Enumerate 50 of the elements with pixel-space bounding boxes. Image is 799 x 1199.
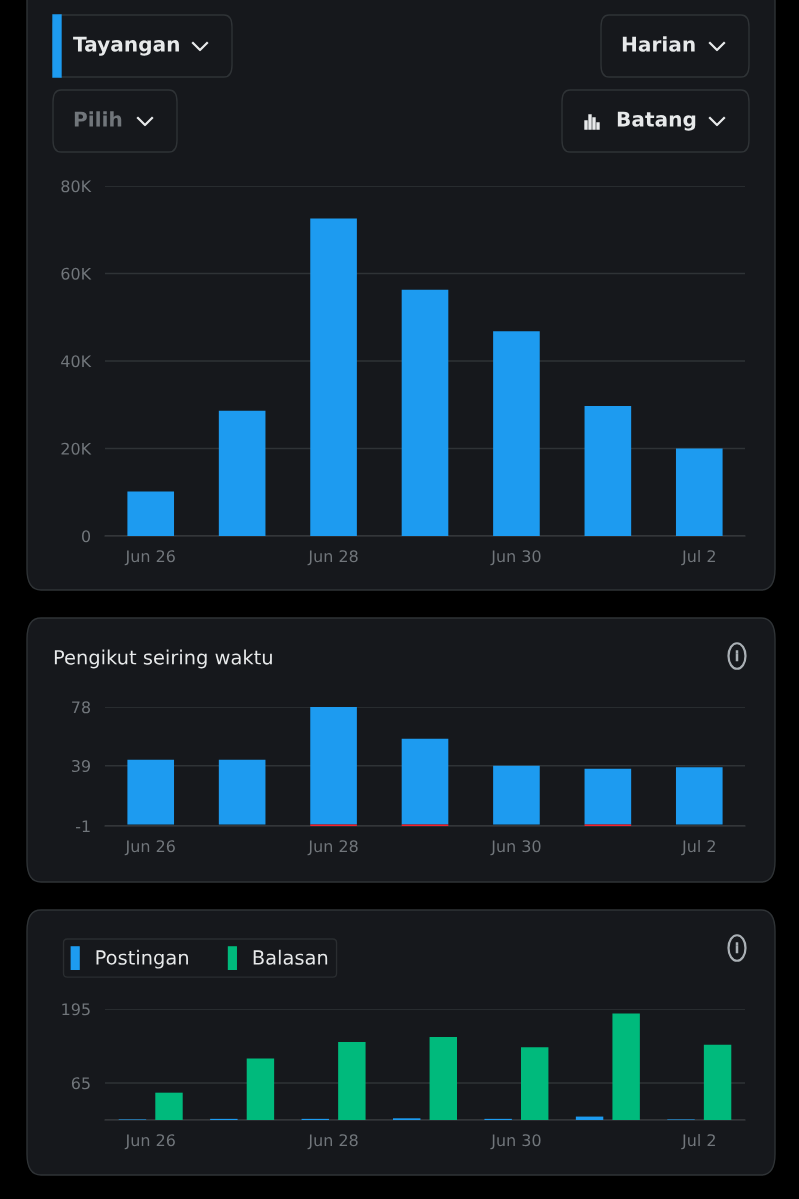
text: Pilih — [74, 111, 122, 127]
bar — [584, 406, 632, 536]
bar — [493, 765, 540, 825]
x-tick-label: Jun 28 — [307, 840, 358, 856]
x-tick-label: Jun 26 — [124, 1134, 175, 1150]
x-tick-label: Jul 2 — [681, 1133, 715, 1150]
legend-label: Postingan — [96, 949, 188, 969]
text: Batang — [617, 111, 696, 131]
x-tick-label: Jun 28 — [307, 1134, 358, 1150]
text: Tayangan — [73, 36, 179, 56]
y-tick-label: -1 — [75, 820, 90, 833]
bar — [401, 738, 449, 825]
bar — [127, 759, 175, 825]
bar — [703, 1044, 732, 1120]
legend-label: Balasan — [253, 949, 328, 965]
x-tick-label: Jul 2 — [681, 839, 715, 856]
bar — [521, 1047, 549, 1120]
bar — [127, 491, 175, 536]
bar — [584, 768, 632, 825]
x-tick-label: Jun 30 — [490, 840, 541, 856]
y-tick-label: 20K — [61, 442, 92, 455]
y-tick-label: 40K — [61, 355, 92, 368]
y-tick-label: 0 — [82, 530, 91, 543]
bar — [218, 759, 266, 825]
x-tick-label: Jul 2 — [681, 549, 715, 566]
bar — [675, 767, 723, 825]
y-tick-label: 39 — [72, 759, 90, 773]
x-tick-label: Jun 30 — [490, 550, 541, 566]
bar — [338, 1042, 366, 1120]
y-tick-label: 195 — [62, 1003, 90, 1016]
y-tick-label: 60K — [61, 267, 92, 280]
y-tick-label: 78 — [72, 701, 91, 714]
chart-title: Pengikut seiring waktu — [54, 649, 272, 669]
text: Harian — [622, 36, 695, 52]
bar — [310, 218, 357, 536]
bar — [429, 1036, 457, 1120]
bar — [612, 1013, 640, 1120]
x-tick-label: Jun 26 — [124, 550, 175, 566]
bar — [246, 1058, 275, 1120]
bar — [155, 1092, 183, 1120]
x-tick-label: Jun 30 — [490, 1134, 541, 1150]
bar — [493, 331, 540, 536]
y-tick-label: 80K — [61, 180, 92, 193]
bar — [675, 448, 723, 536]
bar — [218, 410, 266, 536]
x-tick-label: Jun 28 — [307, 550, 358, 566]
bar — [310, 707, 357, 825]
y-tick-label: 65 — [71, 1077, 90, 1090]
bar — [401, 289, 449, 536]
x-tick-label: Jun 26 — [124, 840, 175, 856]
